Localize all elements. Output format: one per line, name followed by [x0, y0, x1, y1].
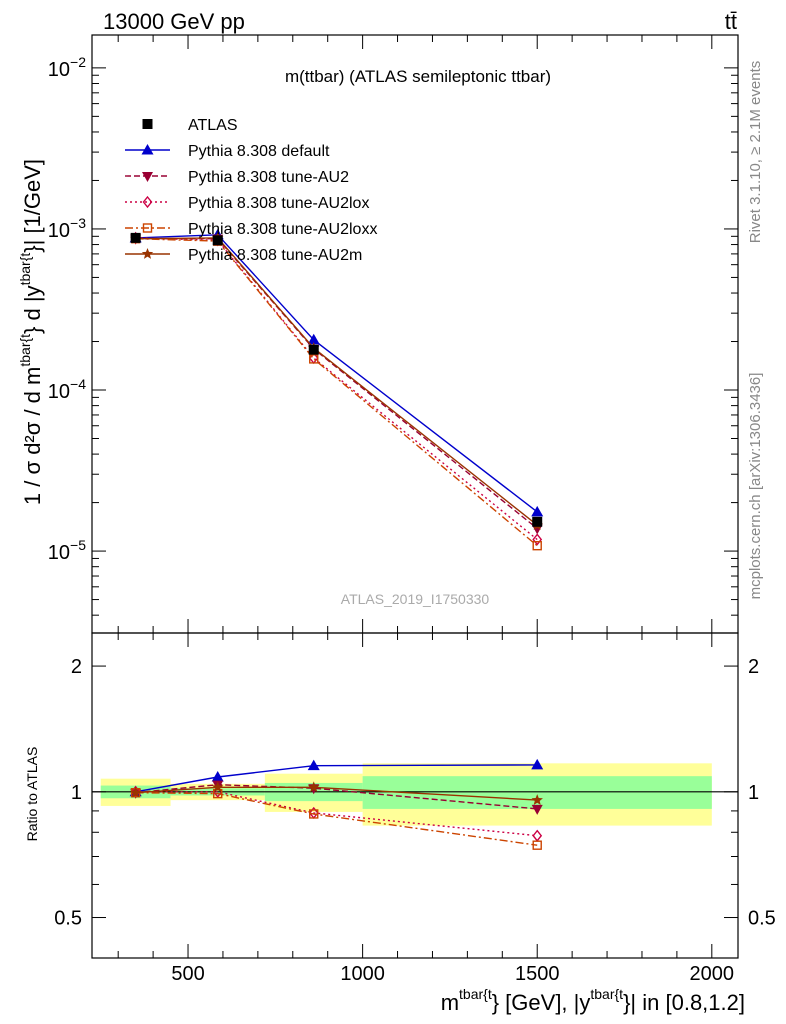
- legend-marker-au2loxx: [142, 223, 153, 233]
- watermark: ATLAS_2019_I1750330: [341, 591, 490, 607]
- main-panel-frame: 10−5 10−4 10−3 10−2: [48, 34, 739, 634]
- legend-marker-atlas: [142, 119, 153, 129]
- y-tick-label-ratio-right: 2: [748, 656, 759, 678]
- ratio-bands: [92, 763, 738, 826]
- ratio-line-au2m: [135, 786, 538, 801]
- legend-label-au2lox: Pythia 8.308 tune-AU2lox: [188, 195, 369, 212]
- data-point-au2loxx: [309, 354, 319, 364]
- series-line-au2loxx: [135, 238, 538, 547]
- y-axis-label-ratio: Ratio to ATLAS: [24, 747, 40, 842]
- ratio-line-au2loxx: [135, 792, 538, 846]
- uncertainty-band-inner: [362, 776, 712, 809]
- y-tick-label-main: 10−2: [48, 54, 86, 81]
- ratio-series-au2m: [129, 781, 543, 805]
- legend-label-default: Pythia 8.308 default: [188, 143, 330, 160]
- x-tick-label: 500: [171, 963, 204, 985]
- main-panel-series: [129, 228, 544, 551]
- legend-label-au2m: Pythia 8.308 tune-AU2m: [188, 247, 362, 264]
- x-tick-label: 1500: [515, 963, 560, 985]
- series-line-default: [135, 234, 538, 513]
- y-tick-label-ratio-left: 0.5: [54, 908, 82, 930]
- ratio-panel-series: [129, 758, 544, 850]
- chart-title: m(ttbar) (ATLAS semileptonic ttbar): [285, 67, 551, 86]
- ratio-point-au2m: [212, 781, 224, 793]
- ratio-point-au2m: [531, 794, 543, 805]
- data-point-default: [531, 505, 544, 517]
- legend-entry-au2: Pythia 8.308 tune-AU2: [125, 169, 349, 186]
- y-axis-label-main: 1 / σ d²σ / d mtbar{t} d |ytbar{t}| [1/G…: [17, 159, 45, 505]
- ratio-line-au2: [135, 783, 538, 810]
- legend-entry-au2lox: Pythia 8.308 tune-AU2lox: [125, 195, 369, 212]
- series-line-au2lox: [135, 237, 538, 541]
- ratio-point-au2m: [129, 786, 142, 798]
- y-tick-label-main: 10−5: [48, 537, 86, 564]
- y-tick-label-main: 10−4: [48, 376, 86, 403]
- y-tick-label-ratio-left: 1: [71, 782, 82, 804]
- ratio-line-default: [135, 764, 538, 793]
- main-plot-area: [92, 35, 738, 633]
- series-atlas: [130, 232, 543, 527]
- data-point-atlas: [532, 516, 543, 527]
- data-point-atlas: [308, 344, 319, 355]
- x-tick-label: 1000: [340, 963, 385, 985]
- legend-marker-au2lox: [142, 195, 153, 209]
- legend-entry-au2m: Pythia 8.308 tune-AU2m: [125, 247, 362, 264]
- x-tick-label: 2000: [690, 963, 735, 985]
- legend-label-au2: Pythia 8.308 tune-AU2: [188, 169, 349, 186]
- ratio-point-au2loxx: [532, 840, 542, 850]
- rivet-label: Rivet 3.1.10, ≥ 2.1M events: [747, 61, 764, 244]
- ratio-point-au2m: [308, 781, 320, 793]
- ratio-frame-box: [91, 632, 739, 959]
- data-point-au2lox: [532, 533, 543, 546]
- ratio-point-default: [211, 771, 224, 782]
- legend-marker-au2: [142, 172, 153, 182]
- data-point-au2loxx: [532, 540, 542, 551]
- legend-label-au2loxx: Pythia 8.308 tune-AU2loxx: [188, 221, 377, 238]
- x-axis-label: mtbar{t} [GeV], |ytbar{t}| in [0.8,1.2]: [441, 986, 745, 1015]
- legend: ATLAS Pythia 8.308 default Pythia 8.308 tu…: [125, 117, 377, 264]
- y-tick-label-main: 10−3: [48, 215, 86, 242]
- data-point-atlas: [130, 232, 141, 243]
- main-panel-background: [92, 35, 738, 633]
- series-line-au2m: [135, 237, 538, 526]
- ratio-point-au2: [531, 804, 543, 815]
- legend-marker-au2m: [141, 248, 154, 259]
- data-point-atlas: [212, 235, 223, 246]
- ratio-point-au2loxx: [309, 809, 319, 819]
- ratio-line-au2lox: [135, 791, 538, 837]
- process-label: tt̄: [725, 9, 737, 34]
- ratio-panel-frame: 0.5 0.5 1 1 2 2 500 1000 1500 2000: [54, 632, 776, 985]
- legend-entry-atlas: ATLAS: [142, 117, 238, 134]
- y-tick-label-ratio-left: 2: [71, 656, 82, 678]
- y-tick-label-ratio-right: 1: [748, 782, 759, 804]
- ratio-point-default: [307, 759, 320, 771]
- legend-label-atlas: ATLAS: [188, 117, 238, 134]
- legend-entry-default: Pythia 8.308 default: [125, 143, 330, 160]
- legend-entry-au2loxx: Pythia 8.308 tune-AU2loxx: [125, 221, 377, 238]
- energy-label: 13000 GeV pp: [103, 9, 245, 34]
- data-point-default: [307, 333, 320, 345]
- y-tick-label-ratio-right: 0.5: [748, 908, 776, 930]
- ratio-point-default: [531, 758, 544, 770]
- mcplots-label: mcplots.cern.ch [arXiv:1306.3436]: [747, 373, 764, 600]
- legend-marker-default: [141, 144, 154, 155]
- ratio-point-au2lox: [532, 829, 543, 842]
